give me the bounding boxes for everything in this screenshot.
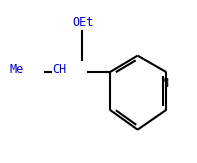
Text: Me: Me bbox=[9, 63, 24, 76]
Text: OEt: OEt bbox=[72, 16, 93, 29]
Text: CH: CH bbox=[53, 63, 67, 76]
Text: N: N bbox=[161, 77, 168, 90]
